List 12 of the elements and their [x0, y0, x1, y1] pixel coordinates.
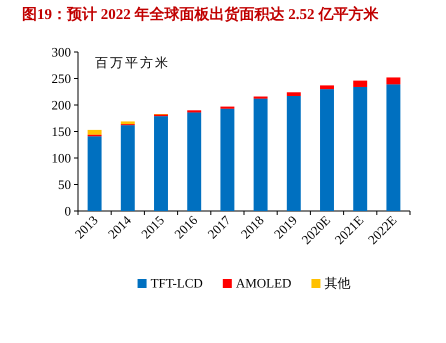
legend-label: TFT-LCD	[150, 276, 203, 290]
y-axis-title: 百万平方米	[95, 55, 170, 70]
title: 图19：预计 2022 年全球面板出货面积达 2.52 亿平方米	[22, 7, 378, 23]
y-tick-label: 250	[52, 71, 71, 86]
legend-label: AMOLED	[236, 276, 292, 290]
y-tick-label: 300	[52, 44, 71, 60]
legend-label: 其他	[324, 276, 350, 290]
y-tick-label: 100	[52, 150, 71, 166]
y-tick-label: 50	[58, 177, 71, 192]
y-tick-label: 0	[64, 204, 71, 218]
y-tick-label: 200	[52, 98, 71, 112]
y-tick-label: 150	[52, 124, 71, 139]
